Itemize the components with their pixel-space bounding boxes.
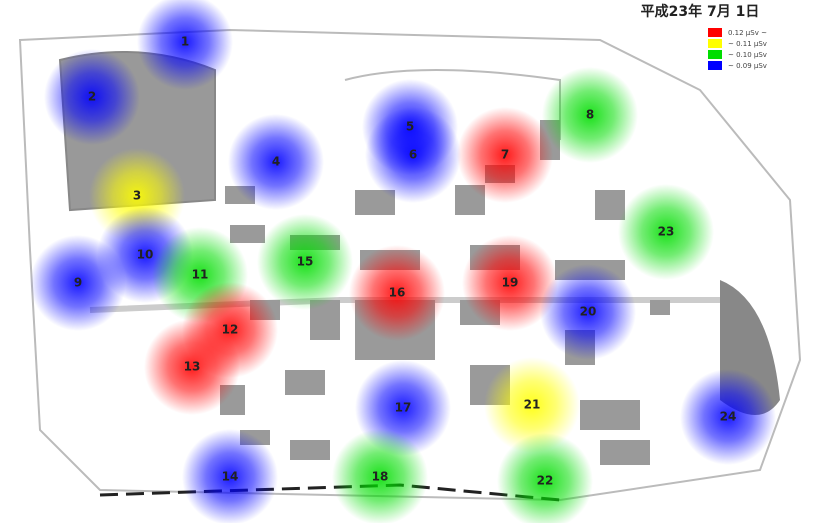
- point-label: 12: [222, 323, 239, 337]
- heat-spot: [182, 429, 278, 523]
- point-label: 10: [137, 248, 154, 262]
- point-label: 2: [88, 90, 96, 104]
- point-label: 16: [389, 286, 406, 300]
- legend-swatch: [708, 50, 722, 59]
- legend-label: ~ 0.10 μSv: [728, 51, 767, 59]
- heat-spot: [542, 67, 638, 163]
- heat-spot: [257, 214, 353, 310]
- point-label: 1: [181, 35, 189, 49]
- heat-spot: [497, 433, 593, 523]
- heat-spot: [618, 184, 714, 280]
- legend-swatch: [708, 28, 722, 37]
- heat-spot: [44, 49, 140, 145]
- point-label: 17: [395, 401, 412, 415]
- point-label: 3: [133, 189, 141, 203]
- point-label: 5: [406, 120, 414, 134]
- heat-spot: [462, 235, 558, 331]
- point-label: 22: [537, 474, 554, 488]
- point-label: 18: [372, 470, 389, 484]
- point-label: 15: [297, 255, 314, 269]
- point-label: 11: [192, 268, 209, 282]
- point-label: 7: [501, 148, 509, 162]
- heat-spot: [332, 429, 428, 523]
- heat-spot: [680, 369, 776, 465]
- point-label: 13: [184, 360, 201, 374]
- point-label: 20: [580, 305, 597, 319]
- heat-spot: [484, 357, 580, 453]
- point-label: 9: [74, 276, 82, 290]
- heat-spot: [144, 319, 240, 415]
- heat-spot: [365, 107, 461, 203]
- legend-label: 0.12 μSv ~: [728, 29, 767, 37]
- legend-swatch: [708, 39, 722, 48]
- point-label: 23: [658, 225, 675, 239]
- legend-label: ~ 0.11 μSv: [728, 40, 767, 48]
- point-label: 8: [586, 108, 594, 122]
- point-label: 4: [272, 155, 280, 169]
- heat-spot: [349, 245, 445, 341]
- heat-spot: [137, 0, 233, 90]
- heat-spot: [540, 264, 636, 360]
- point-label: 19: [502, 276, 519, 290]
- point-label: 14: [222, 470, 239, 484]
- point-label: 21: [524, 398, 541, 412]
- title: 平成23年 7月 1日: [641, 3, 760, 20]
- legend-label: ~ 0.09 μSv: [728, 62, 767, 70]
- heat-spot: [228, 114, 324, 210]
- heat-spot: [457, 107, 553, 203]
- point-label: 24: [720, 410, 737, 424]
- heat-spots: [30, 0, 776, 523]
- point-label: 6: [409, 148, 417, 162]
- legend: 0.12 μSv ~ ~ 0.11 μSv ~ 0.10 μSv ~ 0.09 μSv: [708, 28, 767, 70]
- legend-swatch: [708, 61, 722, 70]
